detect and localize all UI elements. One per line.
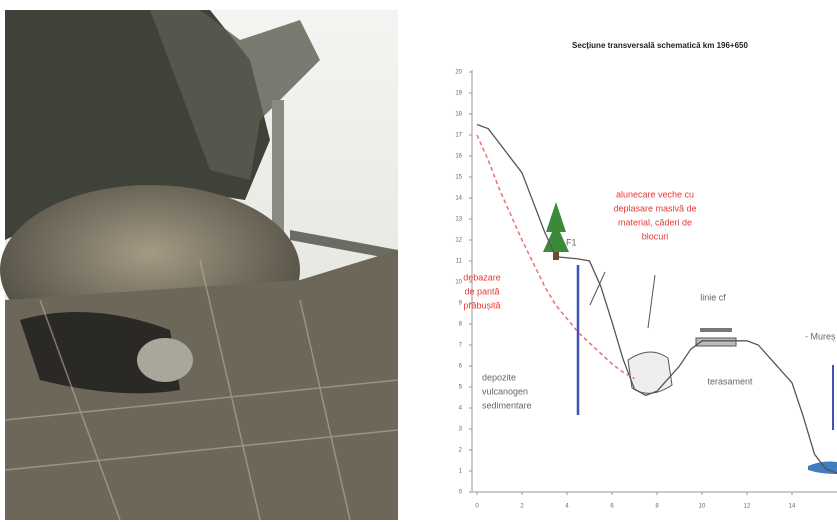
x-tick-label: 10 xyxy=(699,504,706,510)
x-tick-label: 8 xyxy=(655,504,659,510)
y-tick-label: 17 xyxy=(455,133,462,139)
y-tick-label: 3 xyxy=(459,427,463,433)
y-tick-label: 12 xyxy=(455,238,462,244)
annotation: material, căderi de xyxy=(618,217,692,227)
photo xyxy=(0,10,399,521)
annotation: blocuri xyxy=(642,231,669,241)
x-tick-label: 6 xyxy=(610,504,614,510)
annotation: sedimentare xyxy=(482,400,532,410)
y-tick-label: 18 xyxy=(455,112,462,118)
y-tick-label: 19 xyxy=(455,91,462,97)
y-tick-label: 5 xyxy=(459,385,463,391)
y-tick-label: 4 xyxy=(459,406,463,412)
annotation: alunecare veche cu xyxy=(616,189,694,199)
y-tick-label: 8 xyxy=(459,322,463,328)
annotation: F1 xyxy=(566,237,577,247)
y-tick-label: 9 xyxy=(459,301,463,307)
boulder xyxy=(137,338,193,382)
rail-track xyxy=(290,230,398,260)
x-tick-label: 12 xyxy=(744,504,751,510)
annotation: - Mureș xyxy=(805,331,836,341)
y-tick-label: 10 xyxy=(455,280,462,286)
y-tick-label: 14 xyxy=(455,196,462,202)
rail-bed xyxy=(695,337,737,347)
arrow xyxy=(589,271,606,306)
y-tick-label: 6 xyxy=(459,364,463,370)
annotation: debazare xyxy=(463,272,501,282)
x-tick-label: 2 xyxy=(520,504,524,510)
arrow xyxy=(647,274,656,329)
profile-line xyxy=(476,123,837,474)
annotation: linie cf xyxy=(700,292,726,302)
pole xyxy=(272,100,284,250)
y-tick-label: 11 xyxy=(456,259,463,265)
annotation: deplasare masivă de xyxy=(613,203,696,213)
y-tick-label: 16 xyxy=(455,154,462,160)
slide-block xyxy=(627,351,673,394)
tree-icon xyxy=(543,202,569,252)
branches xyxy=(150,10,320,180)
x-tick-label: 4 xyxy=(565,504,569,510)
annotation: vulcanogen xyxy=(482,386,528,396)
rail xyxy=(700,328,732,332)
annotation: terasament xyxy=(707,376,753,386)
x-tick-label: 14 xyxy=(789,504,796,510)
profile-line xyxy=(476,134,635,380)
y-tick-label: 7 xyxy=(459,343,463,349)
cavity xyxy=(20,312,180,394)
chart-title: Secțiune transversală schematică km 196+… xyxy=(572,41,748,50)
y-tick-label: 2 xyxy=(459,448,463,454)
twigs xyxy=(4,259,399,521)
illustrations xyxy=(543,202,837,474)
annotation: prăbușită xyxy=(463,300,500,310)
x-tick-label: 0 xyxy=(475,504,479,510)
y-tick-label: 0 xyxy=(459,490,463,496)
y-tick-label: 20 xyxy=(455,70,462,76)
annotation: de pantă xyxy=(464,286,499,296)
y-tick-label: 15 xyxy=(455,175,462,181)
annotation: depozite xyxy=(482,372,516,382)
y-tick-label: 1 xyxy=(459,469,463,475)
y-tick-label: 13 xyxy=(455,217,462,223)
